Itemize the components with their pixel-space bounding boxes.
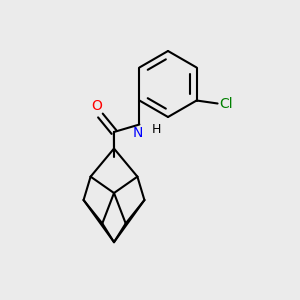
Text: N: N [133, 126, 143, 140]
Text: O: O [92, 98, 102, 112]
Text: H: H [152, 123, 161, 136]
Text: Cl: Cl [219, 97, 233, 110]
